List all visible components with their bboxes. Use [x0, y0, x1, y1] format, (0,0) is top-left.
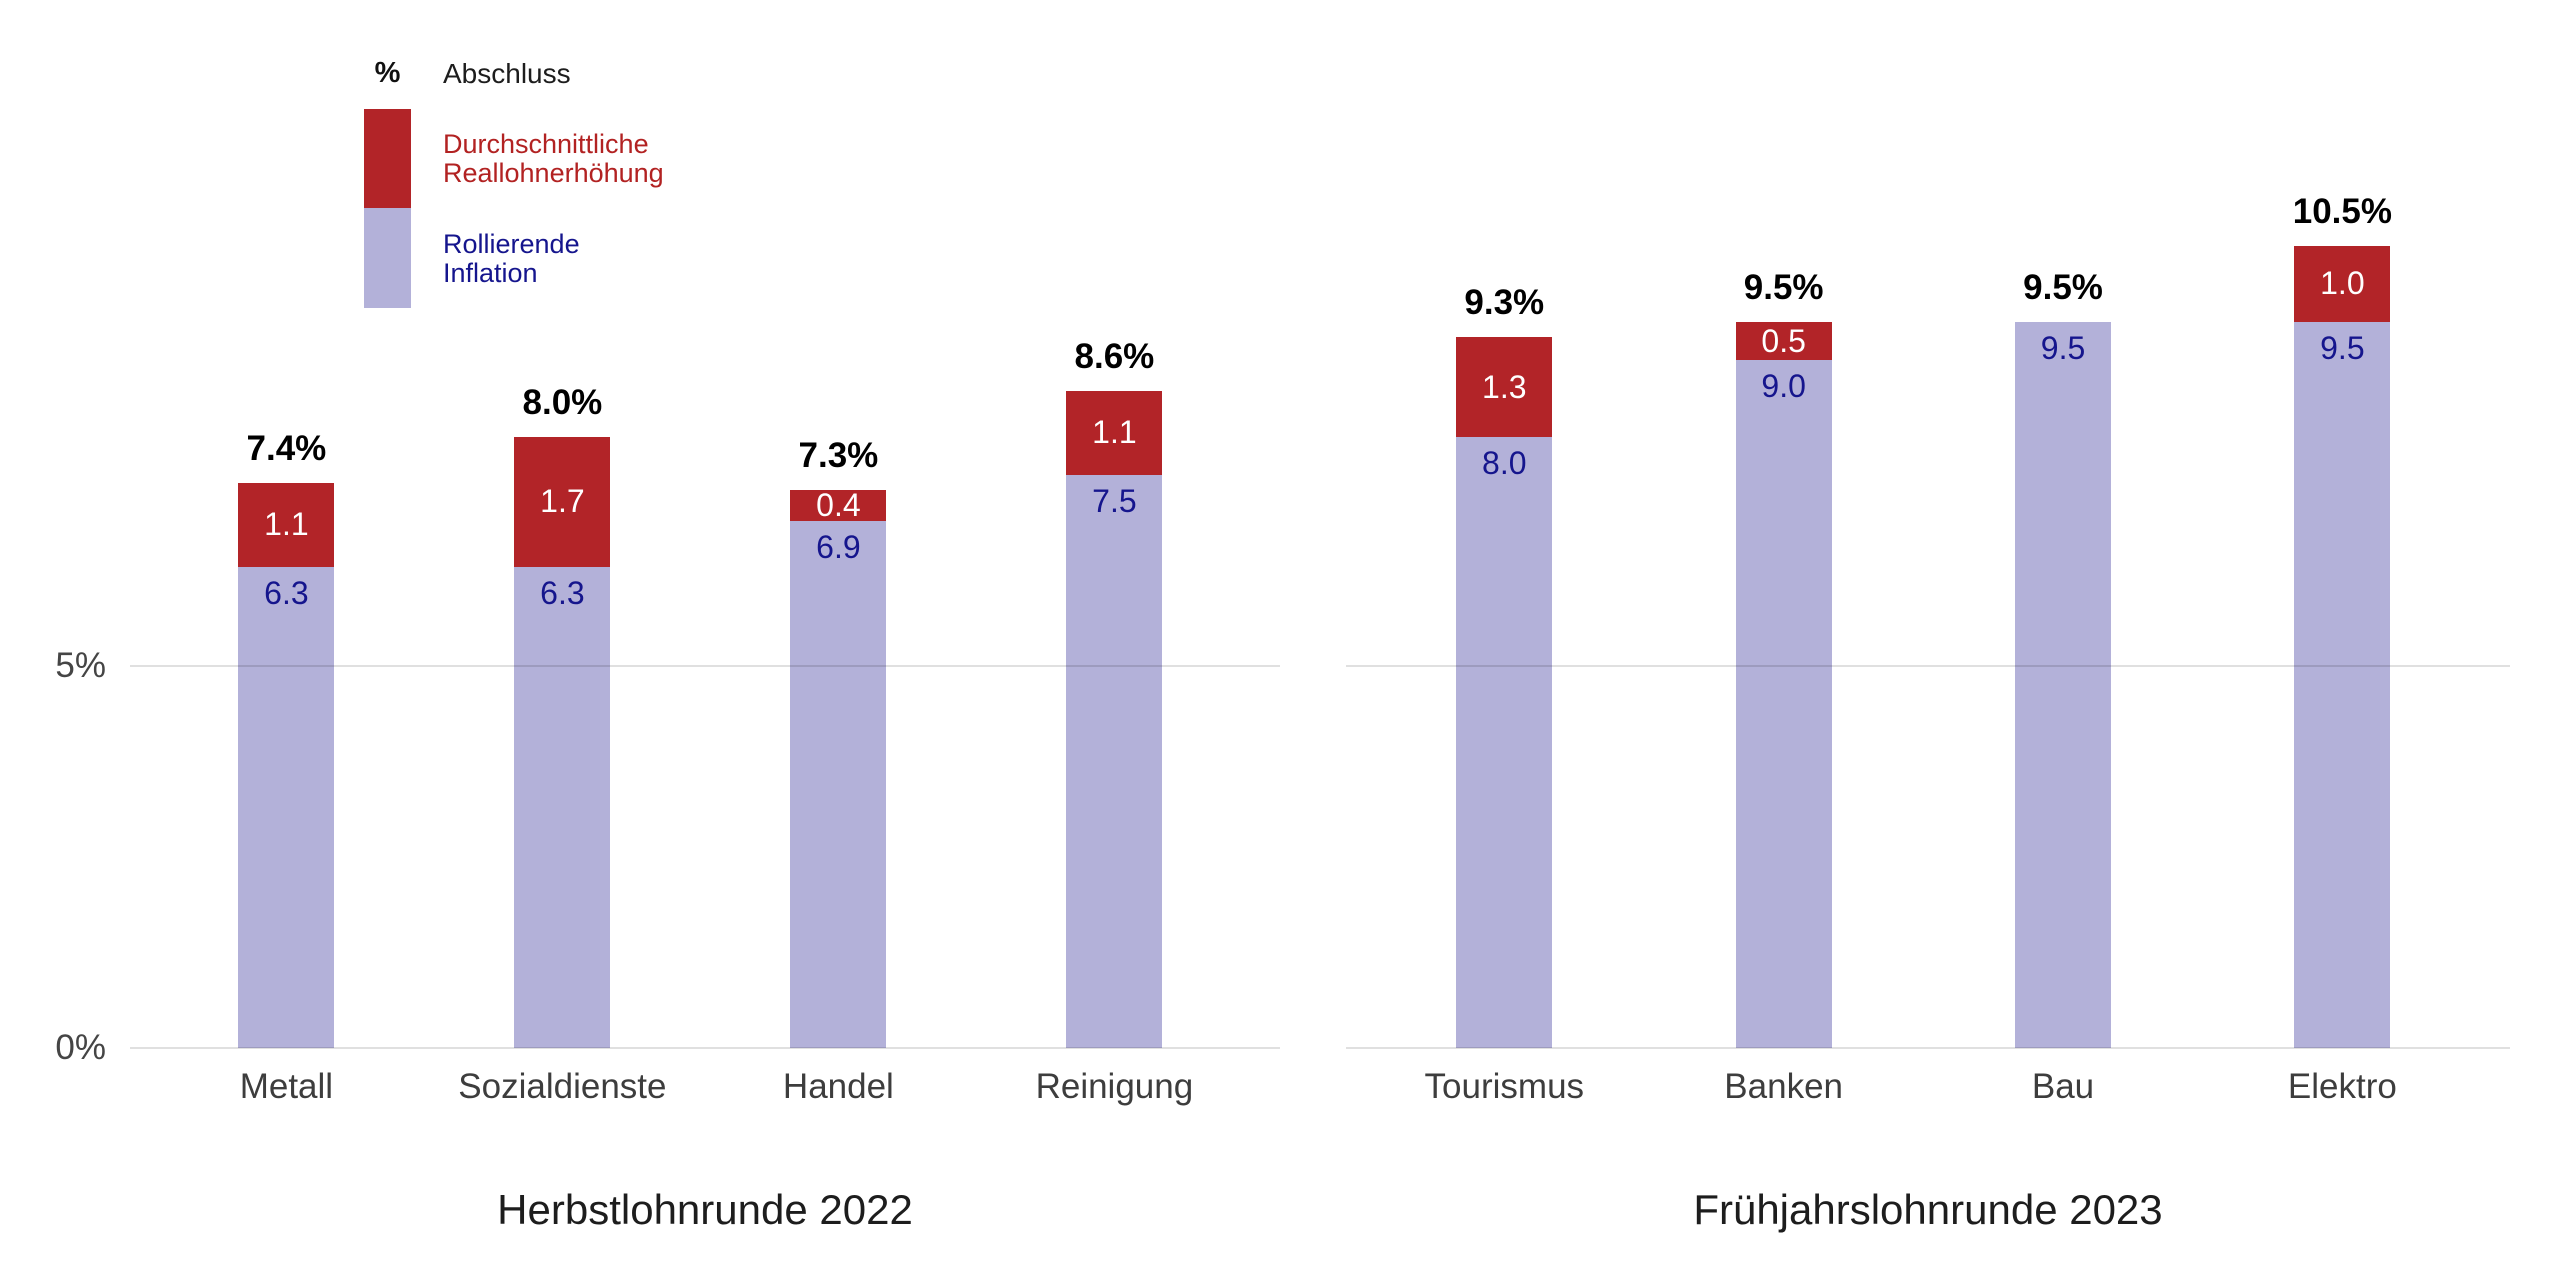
y-tick-label-0: 0%	[55, 1028, 106, 1067]
bar-segment-inflation-Reinigung	[1066, 475, 1163, 1048]
legend-swatch-reallohn	[364, 109, 411, 208]
bar-value-inflation-Bau: 9.5	[2040, 330, 2086, 367]
x-axis-label-Sozialdienste: Sozialdienste	[458, 1067, 667, 1106]
bar-value-reallohn-Elektro: 1.0	[2320, 265, 2365, 302]
bar-segment-reallohn-Sozialdienste	[514, 436, 611, 567]
bar-segment-reallohn-Reinigung	[1066, 390, 1163, 475]
bar-value-reallohn-Handel: 0.4	[816, 487, 861, 524]
x-axis-label-Reinigung: Reinigung	[1035, 1067, 1194, 1106]
bar-value-inflation-Reinigung: 7.5	[1092, 483, 1137, 519]
bar-total-label-Handel: 7.3%	[798, 436, 879, 476]
x-axis-label-Metall: Metall	[239, 1067, 334, 1106]
bar-total-label-Reinigung: 8.6%	[1074, 336, 1155, 376]
bar-value-reallohn-Sozialdienste: 1.7	[540, 483, 585, 520]
plot-herbstlohnrunde-2022: 6.3 1.1 7.4% Metall 6.3 1.7 8.0% Sozialdienste 6…	[130, 0, 1280, 1280]
bar-segment-inflation-Handel	[790, 520, 887, 1048]
bar-value-reallohn-Reinigung: 1.1	[1092, 414, 1137, 451]
bar-segment-inflation-Banken	[1735, 360, 1832, 1048]
bar-segment-reallohn-Tourismus	[1456, 337, 1553, 437]
chart-title-0: Herbstlohnrunde 2022	[497, 1186, 913, 1233]
bar-value-inflation-Sozialdienste: 6.3	[540, 574, 585, 611]
bar-total-label-Banken: 9.5%	[1743, 268, 1824, 308]
bar-value-reallohn-Tourismus: 1.3	[1482, 368, 1527, 405]
legend-label-reallohn: Durchschnittliche Reallohnerhöhung	[443, 129, 664, 188]
gridline-0pct	[130, 1047, 1280, 1049]
bar-total-label-Tourismus: 9.3%	[1464, 283, 1545, 323]
bar-segment-reallohn-Metall	[238, 482, 335, 567]
bar-total-label-Bau: 9.5%	[2023, 268, 2103, 308]
bar-segment-inflation-Sozialdienste	[514, 566, 611, 1048]
legend-label-inflation: Rollierende Inflation	[443, 229, 580, 288]
bar-value-inflation-Tourismus: 8.0	[1482, 444, 1527, 481]
legend-swatch-inflation	[364, 208, 411, 308]
gridline-0pct	[1346, 1047, 2510, 1049]
bar-segment-reallohn-Elektro	[2294, 245, 2391, 323]
bar-segment-reallohn-Banken	[1735, 322, 1832, 361]
gridline-5pct	[130, 665, 1280, 667]
bar-segment-reallohn-Handel	[790, 490, 887, 521]
bar-value-inflation-Banken: 9.0	[1761, 368, 1806, 405]
x-axis-label-Elektro: Elektro	[2287, 1067, 2397, 1106]
x-axis-label-Bau: Bau	[2031, 1067, 2095, 1106]
bar-segment-inflation-Elektro	[2294, 322, 2391, 1048]
chart-title-1: Frühjahrslohnrunde 2023	[1693, 1186, 2163, 1233]
bar-value-inflation-Handel: 6.9	[816, 528, 861, 565]
bar-value-inflation-Elektro: 9.5	[2320, 330, 2365, 367]
legend-abschluss-label: Abschluss	[443, 58, 571, 89]
bar-total-label-Metall: 7.4%	[246, 428, 327, 468]
bar-total-label-Elektro: 10.5%	[2292, 191, 2392, 231]
legend-unit-symbol: %	[374, 57, 401, 89]
x-axis-label-Tourismus: Tourismus	[1424, 1067, 1585, 1106]
bar-value-inflation-Metall: 6.3	[264, 574, 309, 611]
bar-segment-inflation-Bau	[2015, 322, 2112, 1048]
gridline-5pct	[1346, 665, 2510, 667]
bar-total-label-Sozialdienste: 8.0%	[522, 382, 603, 422]
x-axis-label-Banken: Banken	[1724, 1067, 1844, 1106]
bar-segment-inflation-Tourismus	[1456, 436, 1553, 1048]
y-tick-label-5: 5%	[55, 646, 106, 685]
bar-value-reallohn-Metall: 1.1	[264, 506, 309, 543]
bar-segment-inflation-Metall	[238, 566, 335, 1048]
bar-value-reallohn-Banken: 0.5	[1761, 322, 1806, 359]
plot-fruehjahrslohnrunde-2023: 8.0 1.3 9.3% Tourismus 9.0 0.5 9.5% Banken 9.5 9.…	[1346, 0, 2510, 1280]
x-axis-label-Handel: Handel	[782, 1067, 894, 1106]
